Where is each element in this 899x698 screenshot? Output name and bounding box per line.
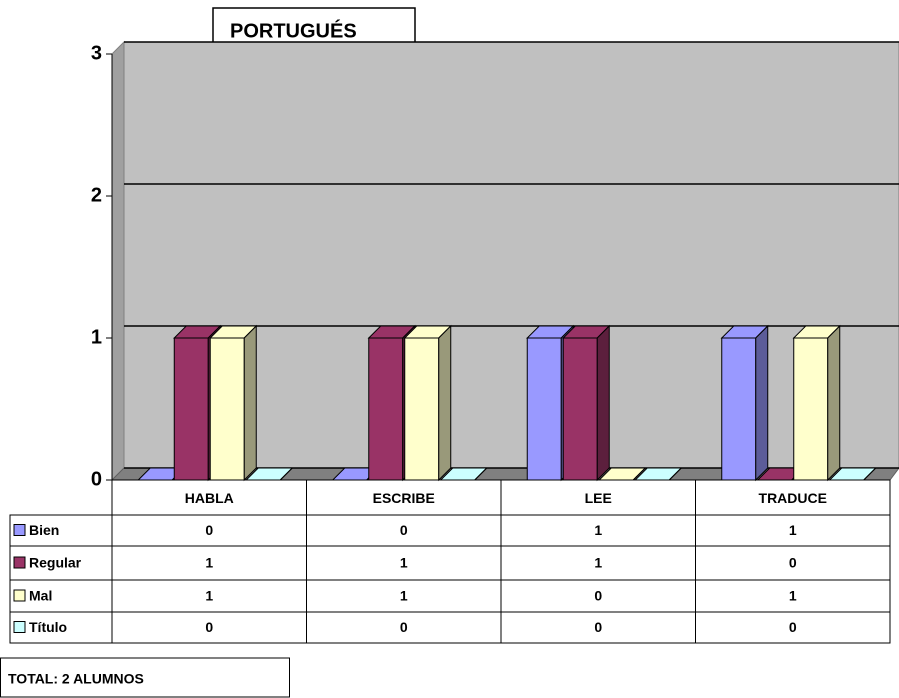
table-value: 0 (789, 619, 797, 635)
table-row (9, 514, 891, 547)
legend-swatch (13, 589, 26, 602)
bar-side (243, 324, 257, 482)
x-tick-label: ESCRIBE (373, 490, 435, 506)
bar-side (438, 324, 452, 482)
chart-title: PORTUGUÉS (230, 19, 357, 42)
bar-front (562, 337, 598, 481)
bar-front (173, 337, 209, 481)
y-tick-label: 1 (91, 326, 102, 348)
x-tick-label: TRADUCE (759, 490, 827, 506)
bar-front (404, 337, 440, 481)
bar-side (474, 467, 488, 481)
table-value: 0 (205, 619, 213, 635)
legend-swatch (13, 524, 26, 536)
legend-label: Mal (29, 588, 52, 604)
y-tick-label: 2 (91, 184, 102, 206)
x-tick-label: LEE (585, 490, 612, 506)
table-value: 0 (594, 588, 602, 604)
bar-side (668, 467, 682, 481)
bar-front (209, 337, 245, 481)
table-value: 1 (205, 588, 213, 604)
bar-side (755, 324, 769, 482)
table-value: 0 (789, 555, 797, 571)
bar-side (827, 324, 841, 482)
bar-front (793, 337, 829, 481)
legend-swatch (13, 556, 26, 569)
table-value: 1 (400, 555, 408, 571)
table-row (9, 545, 891, 581)
table-value: 1 (400, 588, 408, 604)
table-value: 1 (594, 522, 602, 538)
table-value: 0 (205, 522, 213, 538)
bar-side (863, 467, 877, 481)
footer-box (0, 657, 290, 698)
bar-front (526, 337, 562, 481)
bar-side (279, 467, 293, 481)
y-tick-label: 3 (91, 42, 102, 64)
bar-front (368, 337, 404, 481)
table-value: 0 (594, 619, 602, 635)
legend-label: Título (29, 619, 67, 635)
table-value: 1 (789, 522, 797, 538)
legend-label: Regular (29, 555, 82, 571)
y-tick-label: 0 (91, 468, 102, 490)
side-wall (111, 40, 125, 482)
table-row (9, 579, 891, 613)
legend-swatch (13, 621, 26, 633)
table-row (9, 611, 891, 644)
bar-side (632, 467, 646, 481)
table-value: 0 (400, 619, 408, 635)
legend-label: Bien (29, 522, 59, 538)
footer: TOTAL: 2 ALUMNOS (8, 671, 144, 687)
table-value: 1 (594, 555, 602, 571)
bar-front (721, 337, 757, 481)
bar-side (596, 324, 610, 482)
table-value: 1 (789, 588, 797, 604)
table-value: 1 (205, 555, 213, 571)
table-value: 0 (400, 522, 408, 538)
x-tick-label: HABLA (185, 490, 234, 506)
